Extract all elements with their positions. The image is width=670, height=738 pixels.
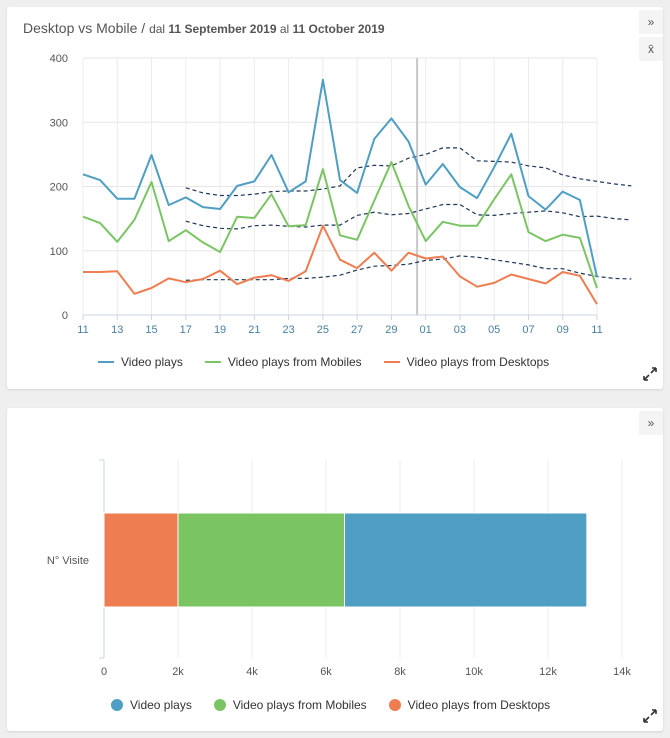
average-toggle-button[interactable]: x̄	[639, 37, 663, 61]
legend-label: Video plays from Desktops	[407, 698, 551, 712]
expand-icon[interactable]	[643, 367, 657, 381]
legend-item-desktops[interactable]: Video plays from Desktops	[383, 355, 550, 369]
category-label: N° Visite	[47, 555, 89, 567]
x-tick-label: 0	[101, 666, 107, 678]
y-tick-label: 300	[50, 117, 68, 129]
y-tick-label: 0	[62, 310, 68, 322]
x-axis: 0 2k 4k 6k 8k 10k 12k 14k N° Visite	[47, 555, 631, 678]
line-chart: 0 100 200 300 400 11 13 15 17 19 21 23 25 27 29 01 03 05…	[50, 53, 632, 336]
line-chart-legend: Video plays Video plays from Mobiles Vid…	[98, 355, 571, 369]
x-tick-label: 27	[351, 324, 363, 336]
legend-item-video-plays[interactable]: Video plays	[111, 698, 192, 712]
x-tick-label: 21	[248, 324, 260, 336]
x-tick-label: 2k	[172, 666, 184, 678]
bar-chart: 0 2k 4k 6k 8k 10k 12k 14k N° Visite	[47, 459, 631, 678]
x-tick-label: 19	[214, 324, 226, 336]
x-tick-label: 29	[385, 324, 397, 336]
x-tick-label: 12k	[539, 666, 557, 678]
legend-label: Video plays	[130, 698, 192, 712]
x-tick-label: 05	[488, 324, 500, 336]
x-tick-label: 17	[180, 324, 192, 336]
y-axis: 0 100 200 300 400	[50, 53, 68, 322]
title-prefix: Desktop vs Mobile /	[23, 20, 150, 36]
legend-label: Video plays from Desktops	[406, 355, 550, 369]
legend-item-mobiles[interactable]: Video plays from Mobiles	[213, 698, 367, 712]
trend-line-0	[185, 147, 632, 197]
title-al: al	[276, 22, 293, 36]
x-tick-label: 03	[454, 324, 466, 336]
x-tick-label: 14k	[613, 666, 631, 678]
bar-segment-video_plays[interactable]	[344, 512, 588, 608]
x-tick-label: 25	[317, 324, 329, 336]
x-tick-label: 11	[591, 324, 602, 336]
legend-swatch	[204, 361, 221, 363]
legend-swatch	[98, 361, 114, 363]
series-lines	[82, 78, 598, 305]
x-tick-label: 15	[145, 324, 157, 336]
trend-lines	[185, 147, 632, 281]
x-tick-label: 11	[77, 324, 88, 336]
legend-item-video-plays[interactable]: Video plays	[98, 355, 183, 369]
bar-chart-card: » 0 2k 4k 6k 8k 10k 12k 14k N° Visite Video play…	[7, 408, 663, 731]
y-tick-label: 200	[50, 182, 68, 194]
x-tick-label: 23	[282, 324, 294, 336]
legend-item-desktops[interactable]: Video plays from Desktops	[388, 698, 551, 712]
trend-line-2	[185, 255, 632, 281]
legend-item-mobiles[interactable]: Video plays from Mobiles	[204, 355, 362, 369]
legend-label: Video plays from Mobiles	[232, 698, 367, 712]
legend-swatch	[213, 699, 226, 711]
x-tick-label: 8k	[394, 666, 406, 678]
chart-title: Desktop vs Mobile / dal 11 September 201…	[23, 20, 385, 36]
title-end-date: 11 October 2019	[292, 22, 385, 36]
series-line-desktops[interactable]	[83, 224, 598, 305]
title-dal: dal	[149, 22, 169, 36]
expand-icon[interactable]	[643, 709, 657, 723]
x-axis: 11 13 15 17 19 21 23 25 27 29 01 03 05 07 09 11	[77, 314, 603, 336]
series-line-mobiles[interactable]	[82, 161, 598, 289]
series-line-video_plays[interactable]	[82, 78, 598, 278]
trend-line-1	[185, 203, 632, 230]
legend-swatch	[388, 699, 401, 711]
bar-segment-desktops[interactable]	[103, 512, 179, 608]
collapse-button[interactable]: »	[639, 10, 663, 34]
x-tick-label: 09	[557, 324, 569, 336]
bar-segments	[103, 512, 588, 608]
x-tick-label: 6k	[320, 666, 332, 678]
bar-chart-legend: Video plays Video plays from Mobiles Vid…	[111, 698, 572, 712]
collapse-button[interactable]: »	[639, 411, 663, 435]
legend-swatch	[383, 361, 400, 363]
x-tick-label: 01	[420, 324, 432, 336]
y-tick-label: 100	[50, 246, 68, 258]
legend-label: Video plays	[121, 355, 183, 369]
y-tick-label: 400	[50, 53, 68, 65]
title-start-date: 11 September 2019	[168, 22, 277, 36]
legend-label: Video plays from Mobiles	[227, 355, 362, 369]
line-chart-card: Desktop vs Mobile / dal 11 September 201…	[7, 7, 663, 389]
bar-segment-mobiles[interactable]	[177, 512, 345, 608]
x-tick-label: 13	[111, 324, 123, 336]
x-tick-label: 10k	[465, 666, 483, 678]
legend-swatch	[111, 699, 123, 711]
x-tick-label: 4k	[246, 666, 258, 678]
x-tick-label: 07	[522, 324, 534, 336]
